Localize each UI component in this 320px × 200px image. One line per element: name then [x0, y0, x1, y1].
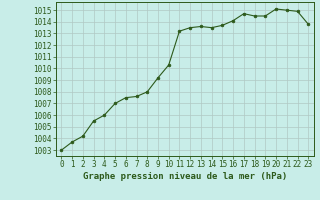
- X-axis label: Graphe pression niveau de la mer (hPa): Graphe pression niveau de la mer (hPa): [83, 172, 287, 181]
